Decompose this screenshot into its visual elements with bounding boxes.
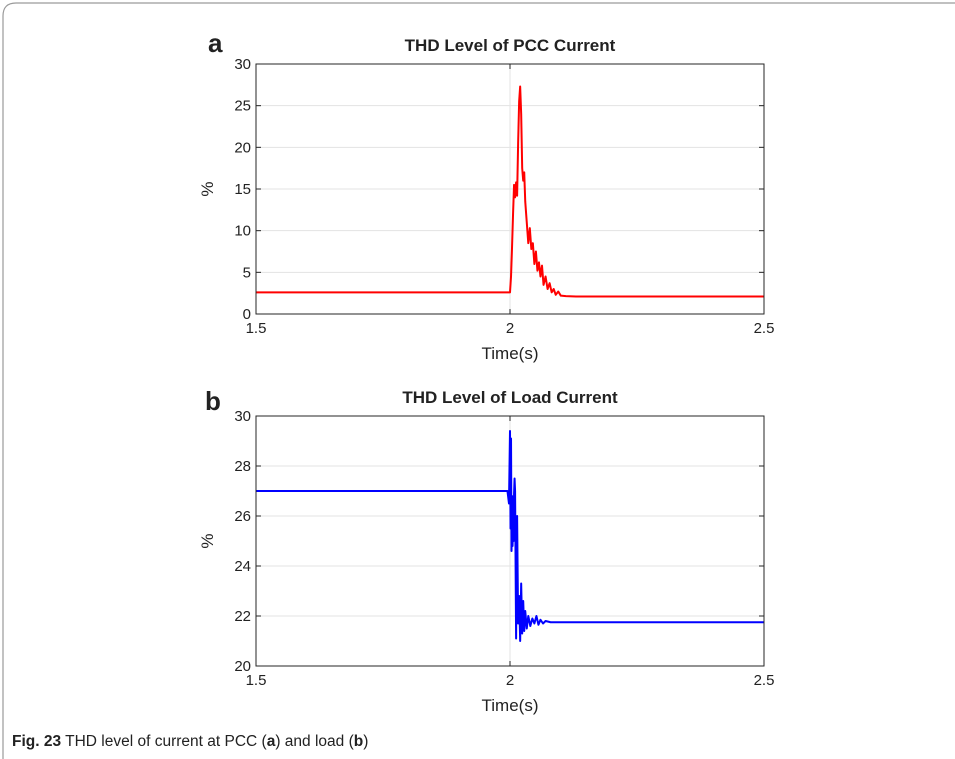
- y-axis-label: %: [198, 181, 217, 196]
- x-tick-label: 1.5: [246, 320, 267, 337]
- y-tick-label: 15: [234, 181, 251, 198]
- caption-text-3: ): [363, 733, 369, 750]
- y-tick-label: 30: [234, 56, 251, 73]
- figure-caption: Fig. 23 THD level of current at PCC (a) …: [12, 733, 368, 751]
- caption-ref-b: b: [353, 733, 364, 750]
- y-tick-label: 10: [234, 223, 251, 240]
- series-line: [256, 430, 764, 642]
- y-axis-label: %: [198, 533, 217, 548]
- y-tick-label: 30: [234, 408, 251, 425]
- y-tick-label: 28: [234, 458, 251, 475]
- panel-b: 20 22 24 26 28 30 1.5 2 2.5 THD Level of Load Cur…: [198, 386, 774, 715]
- y-tick-label: 26: [234, 508, 251, 525]
- y-tick-label: 24: [234, 558, 251, 575]
- x-tick-label: 2.5: [754, 320, 775, 337]
- x-axis-label: Time(s): [482, 344, 539, 363]
- panel-a: 0 5 10 15 20 25 30 1.5 2 2.5 THD Level of PCC Curr…: [198, 28, 774, 363]
- y-tick-label: 20: [234, 139, 251, 156]
- x-tick-label: 2: [506, 320, 514, 337]
- caption-text-1: THD level of current at PCC (: [61, 733, 267, 750]
- series-line: [256, 85, 764, 298]
- y-tick-label: 25: [234, 98, 251, 115]
- caption-text-2: ) and load (: [275, 733, 354, 750]
- x-tick-label: 2: [506, 672, 514, 689]
- chart-title: THD Level of Load Current: [402, 388, 618, 407]
- caption-ref-a: a: [266, 733, 276, 750]
- x-tick-label: 1.5: [246, 672, 267, 689]
- x-axis-label: Time(s): [482, 696, 539, 715]
- y-tick-label: 5: [243, 264, 251, 281]
- panel-label: a: [208, 28, 223, 58]
- chart-title: THD Level of PCC Current: [405, 36, 616, 55]
- y-tick-label: 0: [243, 306, 251, 323]
- y-tick-label: 22: [234, 608, 251, 625]
- caption-fig-label: Fig. 23: [12, 733, 62, 750]
- x-tick-label: 2.5: [754, 672, 775, 689]
- panel-label: b: [205, 386, 221, 416]
- y-tick-label: 20: [234, 658, 251, 675]
